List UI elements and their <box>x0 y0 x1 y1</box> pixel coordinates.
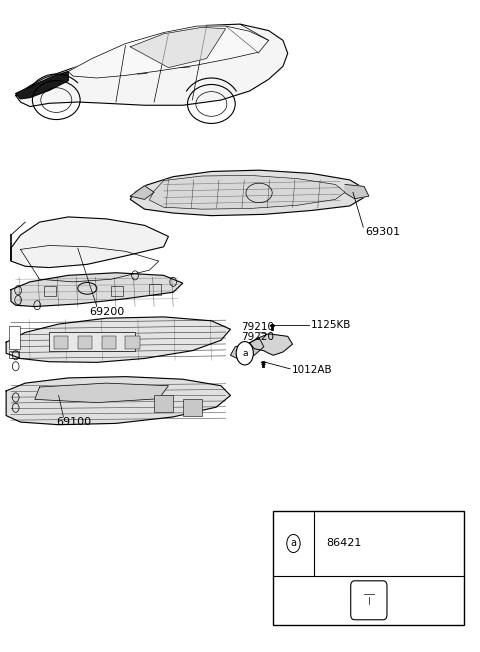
Bar <box>183 400 202 415</box>
Text: 69100: 69100 <box>56 417 91 427</box>
Polygon shape <box>6 377 230 424</box>
Polygon shape <box>68 26 269 78</box>
Text: 1125KB: 1125KB <box>311 319 351 330</box>
Circle shape <box>236 342 253 365</box>
Bar <box>149 284 161 295</box>
Bar <box>9 351 19 359</box>
Polygon shape <box>6 317 230 363</box>
Polygon shape <box>130 170 364 216</box>
Text: 1012AB: 1012AB <box>291 365 332 375</box>
Polygon shape <box>11 217 168 267</box>
Bar <box>78 336 92 349</box>
Text: 79210: 79210 <box>241 322 275 333</box>
Text: 86421: 86421 <box>326 539 361 548</box>
Polygon shape <box>250 334 292 355</box>
Text: a: a <box>242 349 248 358</box>
Bar <box>154 396 173 411</box>
Polygon shape <box>230 338 264 360</box>
Bar <box>54 336 68 349</box>
Polygon shape <box>130 186 154 200</box>
Polygon shape <box>149 175 345 209</box>
Polygon shape <box>16 24 288 106</box>
Text: 69200: 69200 <box>90 306 125 317</box>
Bar <box>125 336 140 349</box>
Polygon shape <box>16 72 68 98</box>
Bar <box>102 336 116 349</box>
Polygon shape <box>345 185 369 199</box>
Bar <box>111 286 123 296</box>
Bar <box>44 286 56 296</box>
Text: a: a <box>290 539 297 548</box>
Bar <box>274 511 464 625</box>
Bar <box>9 326 21 349</box>
Polygon shape <box>11 273 183 306</box>
Bar <box>49 333 135 351</box>
Polygon shape <box>35 383 168 402</box>
Polygon shape <box>130 27 226 68</box>
Text: 69301: 69301 <box>365 227 400 237</box>
Text: 79220: 79220 <box>241 332 275 342</box>
